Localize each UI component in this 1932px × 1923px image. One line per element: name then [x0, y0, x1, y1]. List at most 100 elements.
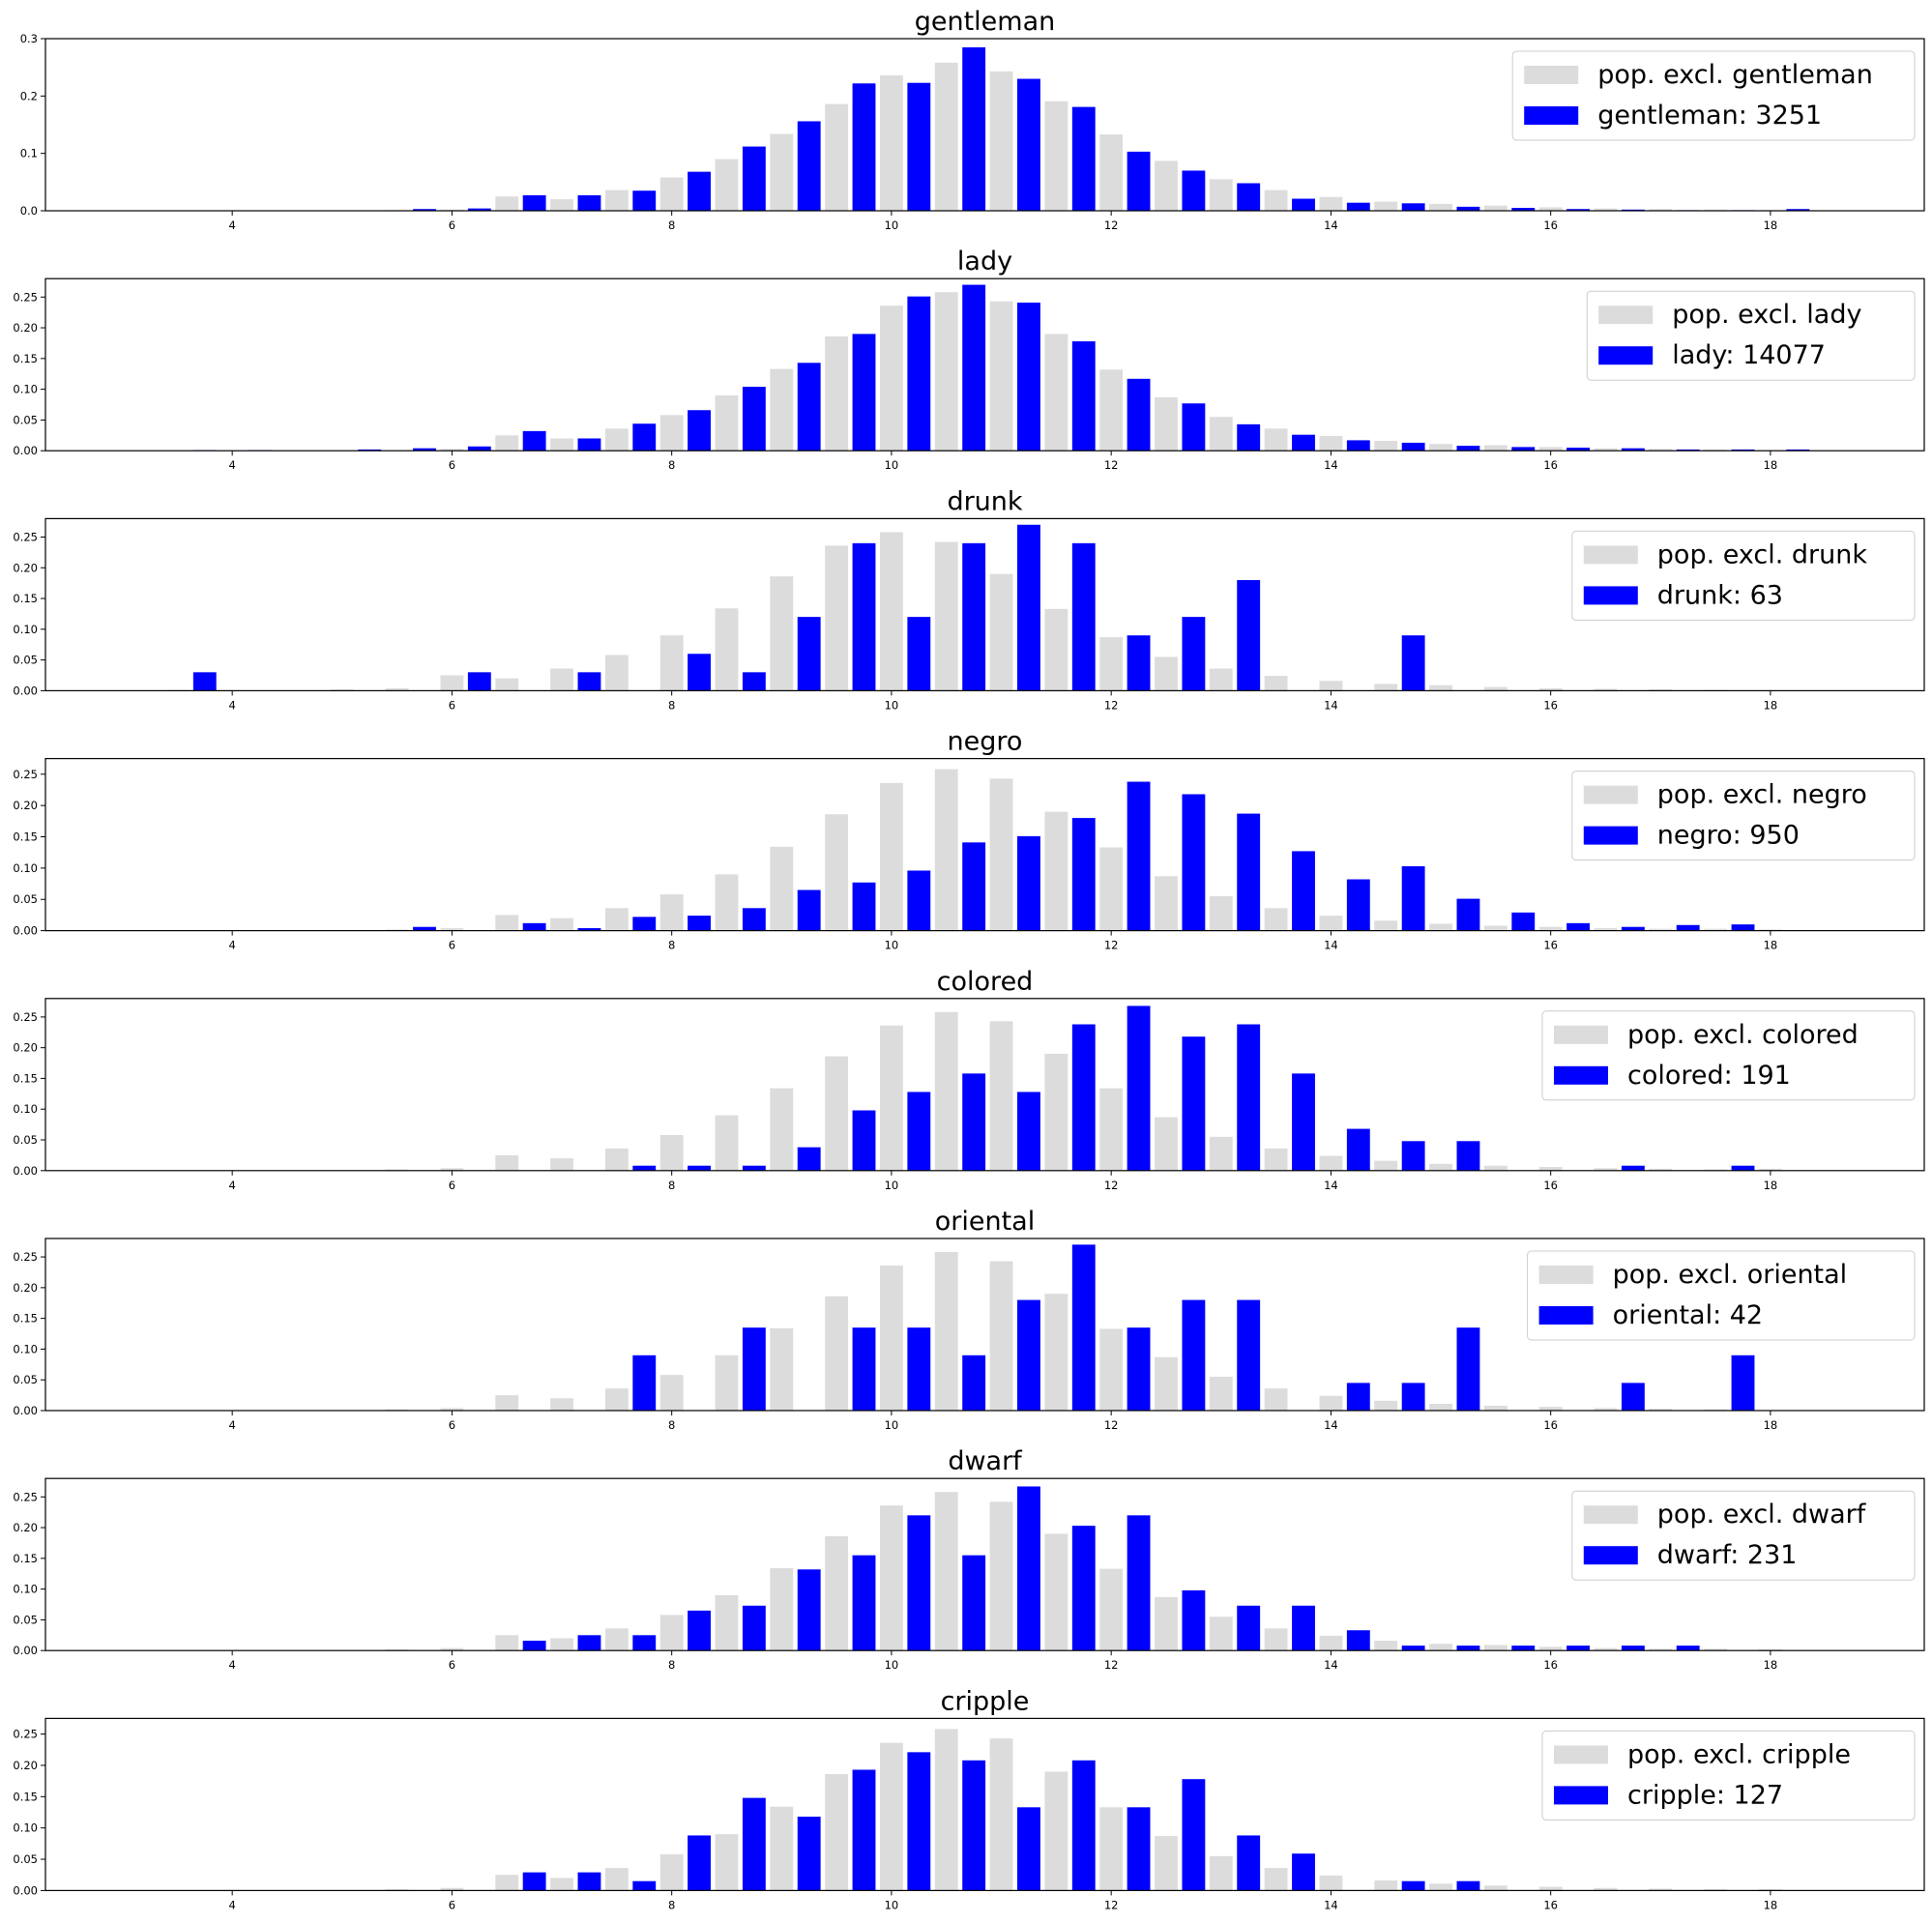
- word-bar: [467, 446, 491, 452]
- word-bar: [962, 1760, 986, 1891]
- word-bar: [1346, 1630, 1370, 1651]
- population-bar: [1483, 925, 1508, 931]
- population-bar: [495, 1395, 519, 1411]
- population-bar: [1209, 896, 1233, 931]
- population-bar: [879, 1742, 903, 1891]
- word-bar: [1676, 449, 1700, 452]
- y-tick-label: 0.00: [13, 924, 38, 938]
- population-bar: [1429, 1644, 1452, 1651]
- x-tick-label: 12: [1104, 219, 1119, 232]
- population-bar: [1099, 1088, 1124, 1171]
- plot-frame: [44, 517, 1925, 692]
- word-bar: [742, 146, 766, 211]
- y-tick-label: 0.05: [13, 654, 38, 667]
- population-bar: [1264, 908, 1288, 931]
- population-bar: [604, 1628, 629, 1651]
- word-bar: [962, 542, 986, 691]
- word-bar: [1071, 341, 1096, 452]
- legend-label: pop. excl. colored: [1627, 1020, 1859, 1050]
- population-bar: [1044, 1533, 1068, 1651]
- legend-box: [1571, 530, 1916, 621]
- population-bar: [1264, 1148, 1288, 1171]
- population-bar: [1264, 676, 1288, 691]
- population-bar: [770, 1568, 794, 1651]
- population-bar: [495, 1635, 519, 1651]
- population-bar: [1429, 444, 1452, 452]
- population-bar: [1594, 208, 1618, 211]
- x-tick-label: 18: [1764, 458, 1778, 472]
- word-bar: [1127, 781, 1151, 931]
- word-bar: [577, 672, 601, 691]
- legend-box: [1586, 290, 1916, 381]
- population-bar: [440, 1887, 464, 1891]
- word-bar: [1071, 106, 1096, 211]
- word-bar: [577, 928, 601, 931]
- x-tick-label: 6: [449, 458, 455, 472]
- word-bar: [1621, 1646, 1645, 1651]
- word-bar: [797, 1147, 821, 1171]
- word-bar: [1127, 378, 1151, 452]
- word-bar: [1237, 1024, 1261, 1171]
- word-bar: [742, 908, 766, 931]
- x-tick-label: 16: [1543, 1418, 1558, 1432]
- x-tick-label: 4: [228, 458, 235, 472]
- population-bar: [1429, 203, 1452, 211]
- x-tick-label: 16: [1543, 939, 1558, 952]
- x-tick-label: 12: [1104, 698, 1119, 712]
- population-bar: [1319, 681, 1343, 691]
- population-bar: [1264, 189, 1288, 211]
- population-bar: [1649, 449, 1673, 452]
- population-bar: [1429, 1404, 1452, 1411]
- population-bar: [1758, 1168, 1782, 1171]
- population-bar: [495, 196, 519, 211]
- population-bar: [659, 415, 684, 452]
- population-bar: [550, 1158, 573, 1171]
- word-bar: [1621, 926, 1645, 931]
- word-bar: [1786, 209, 1810, 211]
- legend-label: colored: 191: [1627, 1061, 1791, 1091]
- population-bar: [1155, 656, 1178, 691]
- legend-swatch-word: [1583, 826, 1638, 845]
- y-tick-label: 0.20: [13, 1759, 38, 1772]
- population-bar: [1155, 876, 1178, 931]
- legend-swatch-word: [1554, 1065, 1608, 1085]
- x-tick-label: 16: [1543, 1179, 1558, 1192]
- word-bar: [1237, 1299, 1261, 1411]
- legend-label: negro: 950: [1657, 821, 1800, 851]
- word-bar: [577, 1635, 601, 1651]
- population-bar: [1319, 435, 1343, 452]
- word-bar: [1071, 818, 1096, 931]
- word-bar: [1401, 1646, 1425, 1651]
- word-bar: [632, 423, 657, 452]
- word-bar: [1017, 1092, 1040, 1171]
- word-bar: [1731, 1355, 1755, 1411]
- word-bar: [1127, 1005, 1151, 1171]
- legend-label: drunk: 63: [1657, 580, 1783, 610]
- population-bar: [659, 635, 684, 691]
- population-bar: [385, 687, 409, 691]
- legend: pop. excl. oriental oriental: 42: [1527, 1250, 1916, 1341]
- word-bar: [1237, 1835, 1261, 1891]
- population-bar: [1374, 1880, 1398, 1891]
- word-bar: [1292, 1853, 1315, 1891]
- population-bar: [1649, 689, 1673, 691]
- word-bar: [907, 296, 931, 452]
- population-bar: [825, 103, 849, 211]
- population-bar: [495, 915, 519, 931]
- population-bar: [1704, 1409, 1728, 1411]
- population-bar: [1044, 608, 1068, 691]
- word-bar: [1401, 865, 1425, 931]
- population-bar: [934, 1729, 958, 1891]
- word-bar: [1731, 924, 1755, 931]
- x-tick-label: 10: [885, 458, 899, 472]
- population-bar: [1538, 926, 1563, 931]
- population-bar: [1594, 1168, 1618, 1171]
- word-bar: [1401, 442, 1425, 452]
- y-tick-label: 0.2: [20, 89, 38, 102]
- population-bar: [1704, 1169, 1728, 1171]
- population-bar: [1209, 1136, 1233, 1171]
- word-bar: [1071, 1526, 1096, 1651]
- population-bar: [770, 1806, 794, 1891]
- y-tick-label: 0.20: [13, 1041, 38, 1055]
- word-bar: [1456, 1880, 1480, 1891]
